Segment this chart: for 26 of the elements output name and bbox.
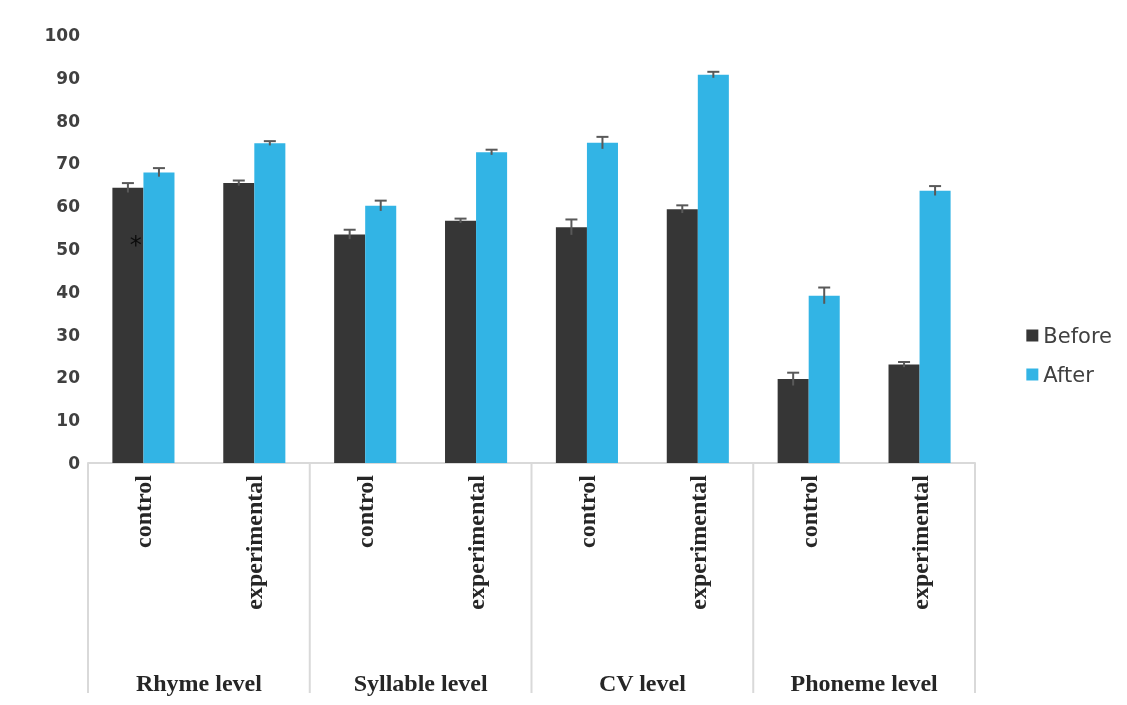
y-tick-label: 10 — [56, 410, 81, 431]
legend-label: Before — [1043, 323, 1113, 348]
legend-label: After — [1043, 362, 1095, 387]
text: Syllable level — [353, 670, 488, 696]
x-tick-label: experimental — [463, 474, 490, 610]
x-tick-label: experimental — [241, 474, 268, 610]
text: Phoneme level — [790, 670, 939, 696]
x-tick-label: control — [130, 474, 157, 548]
x-tick-label: experimental — [906, 474, 933, 610]
y-tick-label: 100 — [44, 25, 81, 45]
y-tick-label: 20 — [56, 367, 81, 388]
x-tick-label: control — [352, 474, 379, 548]
y-tick-label: 60 — [56, 196, 81, 217]
y-tick-label: 30 — [56, 324, 81, 345]
y-tick-label: 70 — [56, 153, 81, 174]
y-tick-label: 80 — [56, 110, 81, 131]
y-tick-label: 50 — [56, 239, 81, 259]
y-tick-label: 0 — [68, 453, 81, 473]
x-tick-label: control — [795, 474, 822, 548]
y-tick-label: 90 — [56, 67, 81, 88]
y-tick-label: 40 — [56, 281, 81, 302]
x-tick-label: experimental — [684, 474, 711, 610]
x-tick-label: control — [573, 474, 600, 548]
text: Rhyme level — [135, 670, 263, 696]
annotation: * — [129, 230, 142, 259]
text: CV level — [598, 670, 687, 696]
